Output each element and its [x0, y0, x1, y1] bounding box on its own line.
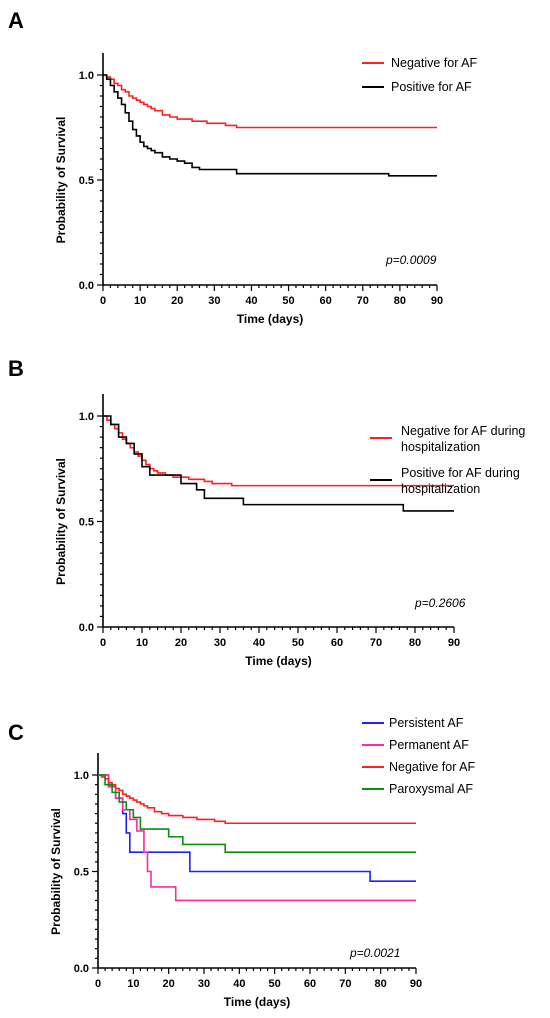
panel-a-y-tick-label: 0.5	[79, 175, 94, 187]
panel-c-legend-label: Permanent AF	[389, 738, 469, 752]
panel-c-x-tick-label: 10	[127, 978, 139, 990]
panel-c-x-tick-label: 0	[95, 978, 101, 990]
panel-a-y-tick-label: 1.0	[79, 70, 94, 82]
panel-b-x-axis-title: Time (days)	[245, 654, 311, 668]
panel-a-x-tick-label: 70	[357, 295, 369, 307]
panel-b-x-tick-label: 20	[175, 637, 187, 649]
panel-c-y-tick-label: 1.0	[74, 770, 89, 782]
panel-c-series-permanent-af	[98, 774, 416, 902]
panel-c-x-tick-label: 50	[269, 978, 281, 990]
panel-c-p-value: p=0.0021	[349, 946, 400, 960]
panel-b-legend-label: Positive for AF during hospitalization	[401, 466, 520, 496]
panel-c-y-tick-label: 0.5	[74, 867, 89, 879]
panel-b-p-value: p=0.2606	[414, 596, 466, 610]
panel-a-series-negative-for-af	[103, 74, 437, 129]
panel-b-y-tick-label: 1.0	[79, 411, 94, 423]
panel-c-y-tick-label: 0.0	[74, 963, 89, 975]
panel-c-x-tick-label: 80	[375, 978, 387, 990]
panel-b-x-tick-label: 30	[214, 637, 226, 649]
panel-c-x-tick-label: 30	[198, 978, 210, 990]
panel-c-y-axis-title: Probability of Survival	[49, 808, 63, 935]
panel-a-p-value: p=0.0009	[385, 253, 437, 267]
panel-a-x-tick-label: 80	[394, 295, 406, 307]
panel-a-legend-label: Negative for AF	[391, 56, 478, 70]
panel-b-x-tick-label: 40	[253, 637, 265, 649]
panel-c-legend-label: Negative for AF	[389, 760, 476, 774]
panel-c-series-negative-for-af	[98, 774, 416, 825]
panel-c-label: C	[8, 720, 24, 745]
panel-a-x-tick-label: 40	[245, 295, 257, 307]
panel-a-y-tick-label: 0.0	[79, 280, 94, 292]
panel-c-x-tick-label: 40	[233, 978, 245, 990]
panel-c-x-tick-label: 60	[304, 978, 316, 990]
panel-a-x-tick-label: 30	[208, 295, 220, 307]
panel-b-y-tick-label: 0.5	[79, 517, 94, 529]
panel-c-x-axis-title: Time (days)	[224, 995, 290, 1009]
panel-b-x-tick-label: 70	[370, 637, 382, 649]
panel-a-x-axis-title: Time (days)	[237, 312, 303, 326]
panel-a-series-positive-for-af	[103, 74, 437, 177]
panel-a-x-tick-label: 0	[100, 295, 106, 307]
panel-a-y-axis-title: Probability of Survival	[54, 117, 68, 244]
panel-b-series-positive-for-af-during-hospitalization	[103, 415, 454, 512]
panel-b-x-tick-label: 10	[136, 637, 148, 649]
panel-c-x-tick-label: 90	[410, 978, 422, 990]
panel-c-legend-label: Persistent AF	[389, 716, 464, 730]
panel-b-y-axis-title: Probability of Survival	[54, 458, 68, 585]
panel-a-x-tick-label: 60	[320, 295, 332, 307]
panel-b-x-tick-label: 0	[100, 637, 106, 649]
panel-c-series-paroxysmal-af	[98, 774, 416, 853]
panel-b-x-tick-label: 60	[331, 637, 343, 649]
panel-c: C 0 10 20 30 40 50 60 70 80 90 0.0 0.5 1.0 Time (days)…	[8, 716, 476, 1009]
panel-c-x-tick-label: 20	[163, 978, 175, 990]
panel-b-y-tick-label: 0.0	[79, 622, 94, 634]
panel-b: B 0 10 20 30 40 50 60 70 80 90 0.0 0.5 1.0 Time (days)…	[8, 356, 525, 668]
panel-b-label: B	[8, 356, 24, 381]
panel-c-legend-label: Paroxysmal AF	[389, 782, 473, 796]
panel-a-x-tick-label: 90	[431, 295, 443, 307]
panel-c-series-persistent-af	[98, 774, 416, 882]
panel-a-legend-label: Positive for AF	[391, 80, 472, 94]
panel-b-legend-label: Negative for AF during hospitalization	[401, 424, 525, 454]
panel-b-x-tick-label: 80	[409, 637, 421, 649]
panel-b-x-tick-label: 50	[292, 637, 304, 649]
panel-b-x-tick-label: 90	[448, 637, 460, 649]
panel-a-x-tick-label: 10	[134, 295, 146, 307]
panel-a-x-tick-label: 50	[282, 295, 294, 307]
panel-a: A 0 10 20 30 40 50 60 70 80 90 0.0 0.5 1.0 Time (days)…	[8, 8, 478, 326]
panel-a-label: A	[8, 8, 24, 33]
panel-a-x-tick-label: 20	[171, 295, 183, 307]
panel-c-x-tick-label: 70	[339, 978, 351, 990]
